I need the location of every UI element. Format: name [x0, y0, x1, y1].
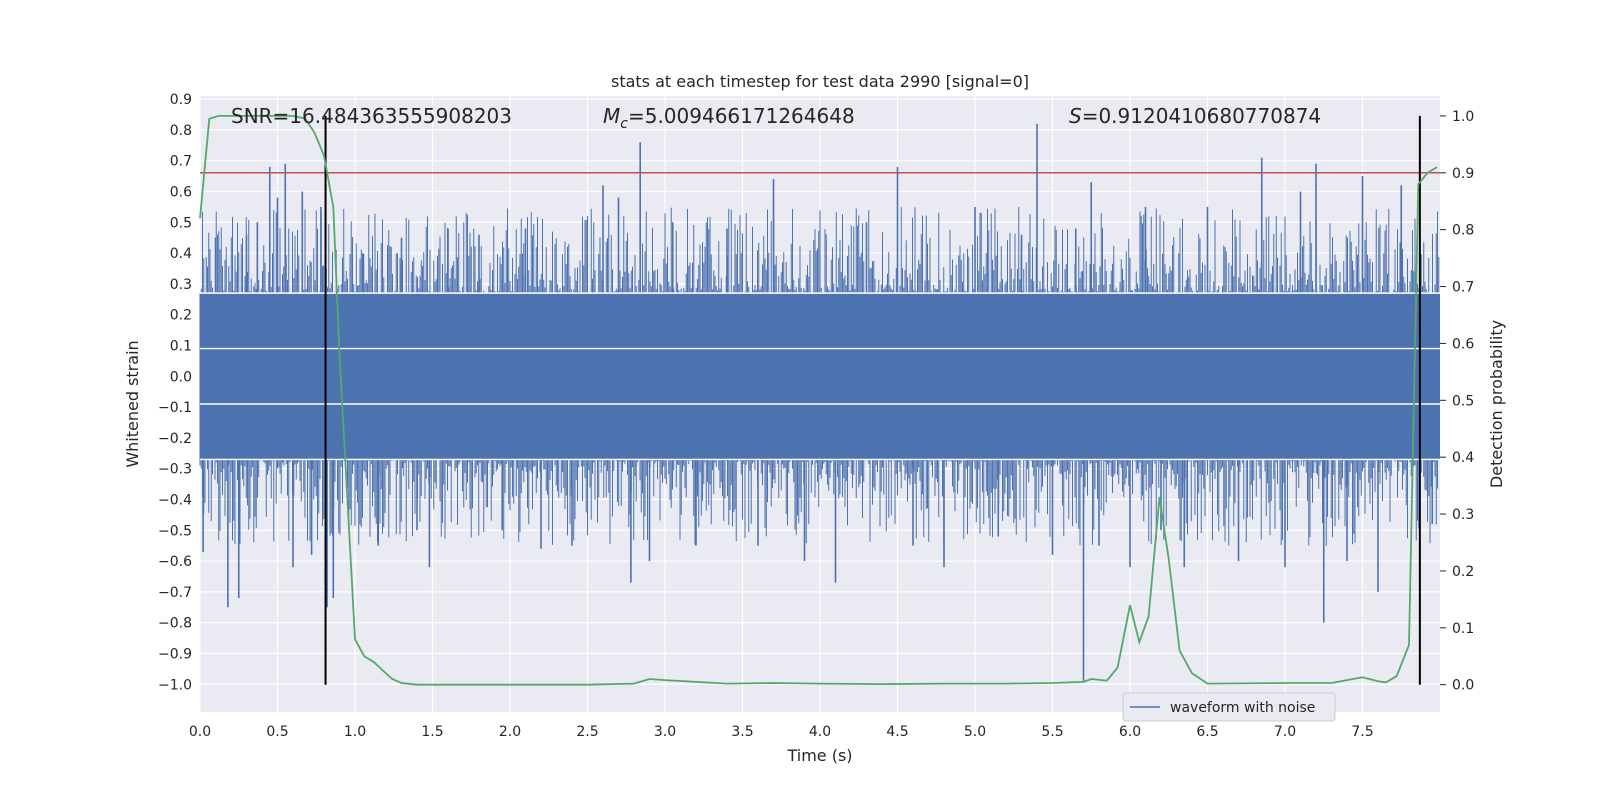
x-tick-label: 3.5 [731, 724, 753, 740]
snr-annotation: SNR=16.484363555908203 [231, 104, 512, 128]
waveform-with-noise-series [199, 123, 1440, 682]
y-right-tick-label: 0.3 [1452, 507, 1474, 523]
y-right-tick-label: 0.1 [1452, 621, 1474, 637]
y-axis-label: Whitened strain [123, 340, 142, 467]
y-tick-label: −0.6 [158, 554, 192, 570]
y-tick-label: −0.2 [158, 431, 192, 447]
detection-probability-series [199, 115, 1438, 686]
x-tick-label: 7.5 [1351, 724, 1373, 740]
y-right-tick-labels: 1.0 0.9 0.8 0.7 0.6 0.5 0.4 0.3 0.2 0.1 0.0 [1440, 109, 1474, 694]
y-right-tick-label: 0.5 [1452, 393, 1474, 409]
legend-entry-waveform: waveform with noise [1170, 700, 1315, 716]
y-right-tick-label: 0.9 [1452, 166, 1474, 182]
detection-probability-line [199, 115, 1438, 686]
y-tick-label: 0.1 [170, 338, 192, 354]
chirp-mass-annotation: Mc=5.009466171264648 [603, 104, 855, 132]
chirp-mass-subscript: c [620, 116, 628, 132]
x-tick-label: 5.0 [964, 724, 986, 740]
chirp-mass-value: =5.009466171264648 [628, 104, 855, 128]
x-tick-label: 1.5 [421, 724, 443, 740]
x-tick-label: 1.0 [344, 724, 366, 740]
x-axis-label: Time (s) [786, 746, 852, 765]
x-tick-label: 5.5 [1041, 724, 1063, 740]
y-right-tick-label: 0.0 [1452, 678, 1474, 694]
y-tick-label: 0.6 [170, 184, 192, 200]
y-tick-label: 0.4 [170, 246, 192, 262]
x-tick-label: 4.0 [809, 724, 831, 740]
y-tick-labels: 0.9 0.8 0.7 0.6 0.5 0.4 0.3 0.2 0.1 0.0 −0.1 −0.2 −0… [158, 92, 192, 693]
x-tick-label: 6.0 [1119, 724, 1141, 740]
y-tick-label: 0.3 [170, 277, 192, 293]
x-tick-label: 6.5 [1196, 724, 1218, 740]
s-annotation: S=0.9120410680770874 [1069, 104, 1321, 128]
plot-area [199, 96, 1440, 712]
y-tick-label: 0.2 [170, 308, 192, 324]
reference-lines [200, 115, 1440, 685]
x-tick-label: 7.0 [1274, 724, 1296, 740]
x-tick-label: 0.0 [189, 724, 211, 740]
y-tick-label: −0.1 [158, 400, 192, 416]
x-tick-label: 4.5 [886, 724, 908, 740]
y-tick-label: 0.9 [170, 92, 192, 108]
chirp-mass-symbol: M [603, 104, 620, 128]
y-right-tick-label: 0.8 [1452, 223, 1474, 239]
x-tick-label: 2.0 [499, 724, 521, 740]
y-tick-label: −0.3 [158, 462, 192, 478]
y-right-tick-label: 0.2 [1452, 564, 1474, 580]
y-tick-label: −0.9 [158, 646, 192, 662]
chart-title: stats at each timestep for test data 299… [611, 72, 1029, 91]
s-symbol: S [1069, 104, 1082, 128]
y-tick-label: 0.5 [170, 215, 192, 231]
y-right-tick-label: 0.6 [1452, 336, 1474, 352]
y-right-tick-label: 0.4 [1452, 450, 1474, 466]
x-tick-label: 2.5 [576, 724, 598, 740]
y-right-tick-label: 1.0 [1452, 109, 1474, 125]
y-right-axis-label: Detection probability [1487, 320, 1506, 488]
x-tick-label: 0.5 [266, 724, 288, 740]
y-tick-label: −1.0 [158, 677, 192, 693]
y-tick-label: −0.4 [158, 492, 192, 508]
y-tick-label: −0.8 [158, 616, 192, 632]
x-tick-label: 3.0 [654, 724, 676, 740]
y-tick-label: 0.7 [170, 154, 192, 170]
x-tick-labels: 0.0 0.5 1.0 1.5 2.0 2.5 3.0 3.5 4.0 4.5 5.0 5.5 6.0 6… [189, 724, 1374, 740]
s-value: =0.9120410680770874 [1082, 104, 1321, 128]
y-right-tick-label: 0.7 [1452, 280, 1474, 296]
legend-box [1122, 692, 1336, 722]
legend: waveform with noise [1122, 692, 1336, 722]
y-tick-label: −0.7 [158, 585, 192, 601]
y-tick-label: 0.8 [170, 123, 192, 139]
y-tick-label: −0.5 [158, 523, 192, 539]
y-tick-label: 0.0 [170, 369, 192, 385]
